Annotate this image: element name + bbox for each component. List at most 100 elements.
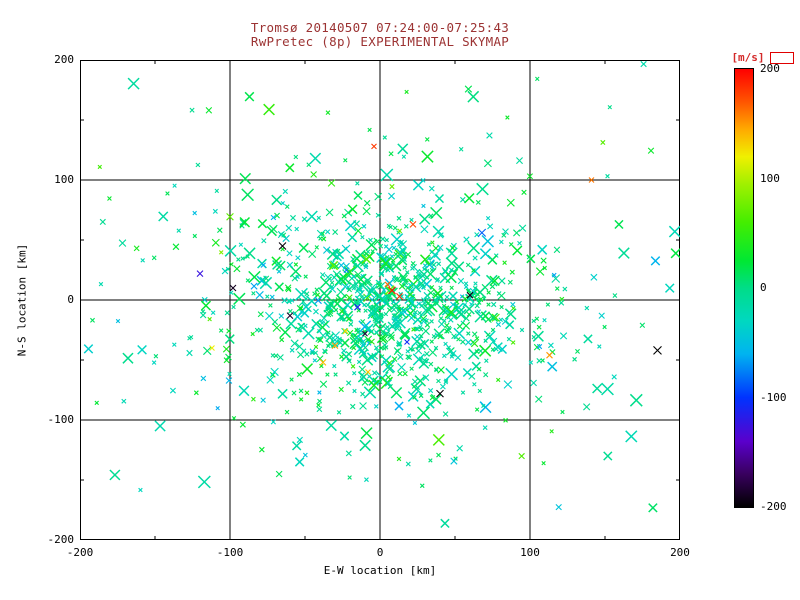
data-point bbox=[289, 347, 295, 353]
data-point bbox=[501, 318, 509, 325]
data-point bbox=[332, 229, 339, 235]
data-point bbox=[115, 318, 121, 324]
data-point bbox=[225, 353, 232, 361]
data-point bbox=[360, 319, 366, 325]
data-point bbox=[416, 406, 431, 420]
data-point bbox=[378, 345, 385, 351]
data-point bbox=[474, 336, 480, 341]
data-point bbox=[277, 388, 288, 399]
data-point bbox=[260, 397, 266, 403]
data-point bbox=[294, 226, 299, 232]
data-point bbox=[341, 307, 347, 313]
data-point bbox=[265, 311, 274, 321]
data-point bbox=[363, 386, 377, 399]
data-point bbox=[463, 281, 469, 286]
data-point bbox=[362, 330, 368, 337]
data-point bbox=[378, 252, 384, 259]
data-point bbox=[282, 234, 290, 243]
data-point bbox=[387, 383, 393, 390]
data-point bbox=[471, 268, 476, 273]
data-point bbox=[360, 427, 373, 440]
data-point bbox=[284, 409, 290, 415]
data-point bbox=[468, 348, 480, 360]
data-point bbox=[457, 277, 465, 285]
data-point bbox=[218, 250, 224, 255]
data-point bbox=[466, 331, 471, 336]
data-point bbox=[338, 386, 344, 393]
data-point bbox=[470, 339, 479, 348]
data-point bbox=[532, 330, 544, 342]
data-point bbox=[236, 257, 241, 262]
data-point bbox=[365, 326, 371, 331]
data-point bbox=[429, 285, 435, 290]
data-point bbox=[428, 388, 434, 394]
data-point bbox=[511, 306, 516, 311]
data-point bbox=[118, 239, 127, 247]
data-point bbox=[639, 322, 646, 328]
data-point bbox=[238, 385, 250, 397]
data-point bbox=[357, 337, 363, 343]
data-point bbox=[350, 364, 356, 369]
data-point bbox=[350, 403, 356, 410]
data-point bbox=[352, 262, 358, 268]
data-point bbox=[315, 292, 321, 298]
data-point bbox=[537, 244, 548, 255]
data-point bbox=[348, 321, 354, 327]
data-point bbox=[428, 361, 434, 367]
data-point bbox=[98, 281, 104, 287]
data-point bbox=[323, 246, 331, 254]
data-point bbox=[618, 247, 630, 259]
data-point bbox=[172, 342, 177, 347]
data-point bbox=[396, 293, 403, 300]
data-point bbox=[434, 301, 440, 307]
data-point bbox=[352, 388, 357, 394]
data-point bbox=[481, 234, 495, 248]
data-point bbox=[326, 340, 333, 347]
data-point bbox=[325, 419, 337, 432]
data-point bbox=[200, 375, 207, 382]
colorbar-legend-box bbox=[770, 52, 794, 64]
data-point bbox=[409, 366, 414, 371]
data-point bbox=[453, 302, 465, 313]
data-point bbox=[396, 304, 401, 309]
data-point bbox=[358, 299, 363, 304]
data-point bbox=[376, 333, 387, 344]
data-point bbox=[291, 274, 299, 282]
data-point bbox=[605, 173, 610, 179]
data-point bbox=[597, 344, 602, 349]
data-point bbox=[328, 285, 337, 293]
data-point bbox=[373, 404, 379, 409]
data-point bbox=[277, 230, 285, 239]
data-point bbox=[215, 406, 220, 411]
data-point bbox=[339, 308, 345, 315]
data-point bbox=[239, 218, 247, 226]
data-point bbox=[444, 294, 450, 300]
data-point bbox=[427, 289, 435, 297]
y-tick-label: 100 bbox=[54, 173, 74, 186]
data-point bbox=[339, 272, 352, 286]
data-point bbox=[498, 277, 506, 285]
data-point bbox=[326, 248, 339, 261]
data-point bbox=[233, 292, 246, 306]
data-point bbox=[491, 316, 496, 321]
data-point bbox=[463, 236, 470, 243]
data-point bbox=[426, 242, 432, 247]
data-point bbox=[353, 220, 360, 228]
data-point bbox=[486, 302, 491, 307]
data-point bbox=[510, 301, 516, 308]
data-point bbox=[653, 346, 662, 355]
data-point bbox=[466, 312, 472, 317]
data-point bbox=[572, 356, 577, 362]
data-point bbox=[90, 317, 95, 323]
data-point bbox=[479, 401, 492, 414]
data-point bbox=[394, 401, 404, 411]
data-point bbox=[324, 273, 332, 281]
data-point bbox=[405, 251, 412, 258]
data-point bbox=[471, 331, 478, 337]
data-point bbox=[410, 281, 422, 293]
data-point bbox=[271, 194, 283, 206]
data-point bbox=[298, 397, 304, 402]
data-point bbox=[374, 290, 386, 302]
data-point bbox=[432, 225, 445, 238]
data-point bbox=[363, 308, 368, 313]
